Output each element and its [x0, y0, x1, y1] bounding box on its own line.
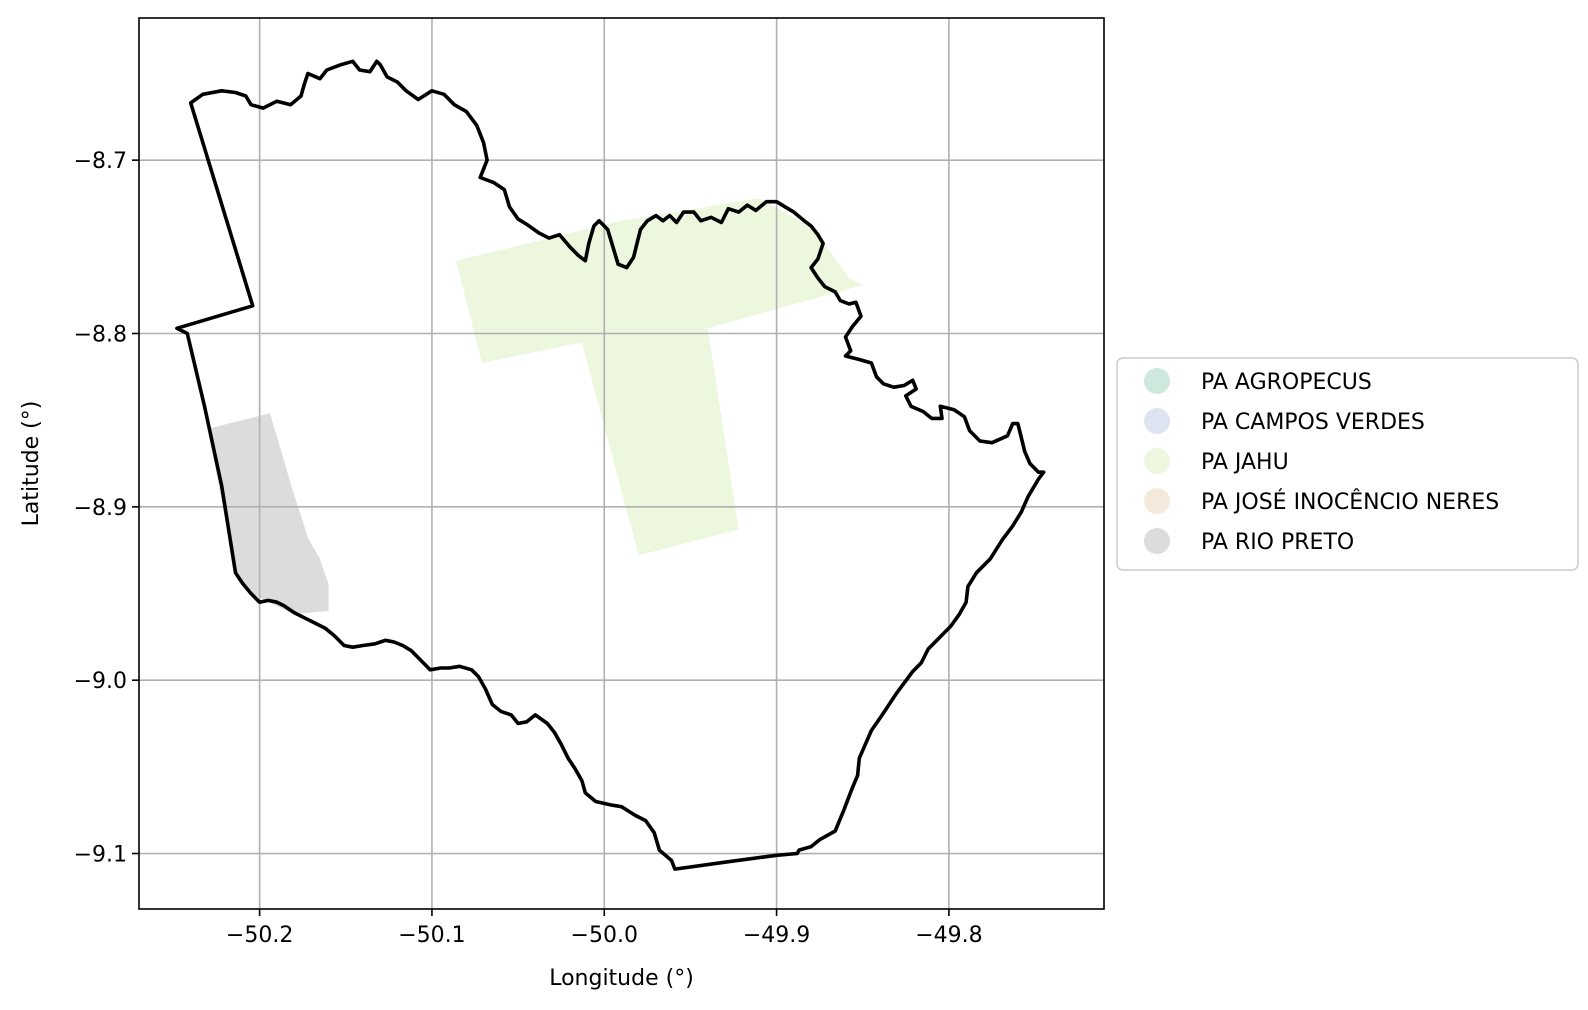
y-tick-label: −8.7	[74, 149, 127, 174]
x-tick-label: −49.9	[743, 923, 810, 948]
legend: PA AGROPECUS PA CAMPOS VERDES PA JAHU PA JO…	[1116, 357, 1579, 571]
y-axis-label: Latitude (°)	[19, 401, 44, 527]
region-pa-rio-preto	[207, 413, 329, 615]
region-pa-jahu	[456, 198, 863, 556]
legend-marker	[1144, 448, 1170, 474]
legend-marker	[1144, 488, 1170, 514]
municipality-boundary	[175, 59, 1046, 871]
y-tick-label: −8.8	[74, 322, 127, 347]
legend-marker	[1144, 528, 1170, 554]
legend-marker	[1144, 408, 1170, 434]
x-axis-ticks: −50.2 −50.1 −50.0 −49.9 −49.8	[226, 909, 983, 948]
legend-box	[1116, 357, 1579, 571]
x-tick-label: −50.1	[398, 923, 465, 948]
y-tick-label: −9.1	[74, 843, 127, 868]
boundary-outline	[175, 59, 1046, 871]
legend-label: PA AGROPECUS	[1201, 370, 1372, 395]
x-tick-label: −50.2	[226, 923, 293, 948]
x-tick-label: −49.8	[915, 923, 982, 948]
x-axis-label: Longitude (°)	[549, 966, 694, 991]
plot-frame	[138, 17, 1105, 910]
legend-marker	[1144, 368, 1170, 394]
y-tick-label: −9.0	[74, 669, 127, 694]
legend-label: PA JOSÉ INOCÊNCIO NERES	[1201, 489, 1499, 515]
settlement-regions	[207, 198, 863, 615]
x-tick-label: −50.0	[571, 923, 638, 948]
grid-lines	[139, 18, 1104, 909]
y-tick-label: −8.9	[74, 496, 127, 521]
legend-label: PA RIO PRETO	[1201, 530, 1354, 555]
y-axis-ticks: −8.7 −8.8 −8.9 −9.0 −9.1	[74, 149, 139, 868]
legend-label: PA JAHU	[1201, 450, 1289, 475]
legend-label: PA CAMPOS VERDES	[1201, 410, 1425, 435]
